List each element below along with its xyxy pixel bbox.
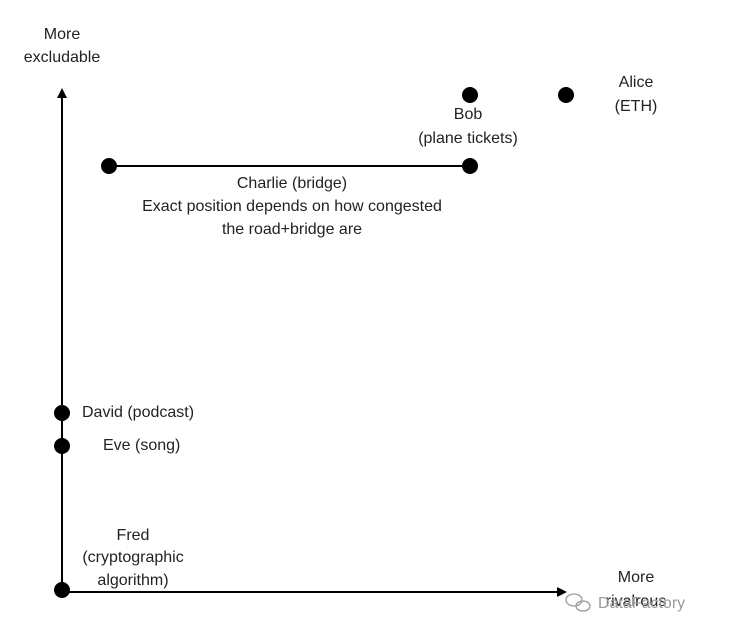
node-label: Fred <box>117 527 150 544</box>
eve-dot <box>54 438 70 454</box>
fred-dot <box>54 582 70 598</box>
node-label: Bob <box>454 106 483 123</box>
node-label: (plane tickets) <box>418 130 518 147</box>
x-axis-label: rivalrous <box>606 593 666 610</box>
charlie-dot <box>101 158 117 174</box>
watermark-icon <box>565 593 591 612</box>
node-label: algorithm) <box>97 572 168 589</box>
node-label: the road+bridge are <box>222 221 362 238</box>
charlie-dot <box>462 158 478 174</box>
y-axis-label: excludable <box>24 49 101 66</box>
x-axis-label: More <box>618 569 655 586</box>
node-label: Alice <box>619 74 654 91</box>
node-label: (ETH) <box>615 98 658 115</box>
node-label: Charlie (bridge) <box>237 175 347 192</box>
node-label: Exact position depends on how congested <box>142 198 442 215</box>
node-label: David (podcast) <box>82 404 194 421</box>
y-axis-label: More <box>44 26 81 43</box>
david-dot <box>54 405 70 421</box>
node-label: Eve (song) <box>103 437 180 454</box>
alice-dot <box>558 87 574 103</box>
bob-dot <box>462 87 478 103</box>
node-label: (cryptographic <box>82 549 183 566</box>
watermark: DataFactory <box>598 595 685 612</box>
